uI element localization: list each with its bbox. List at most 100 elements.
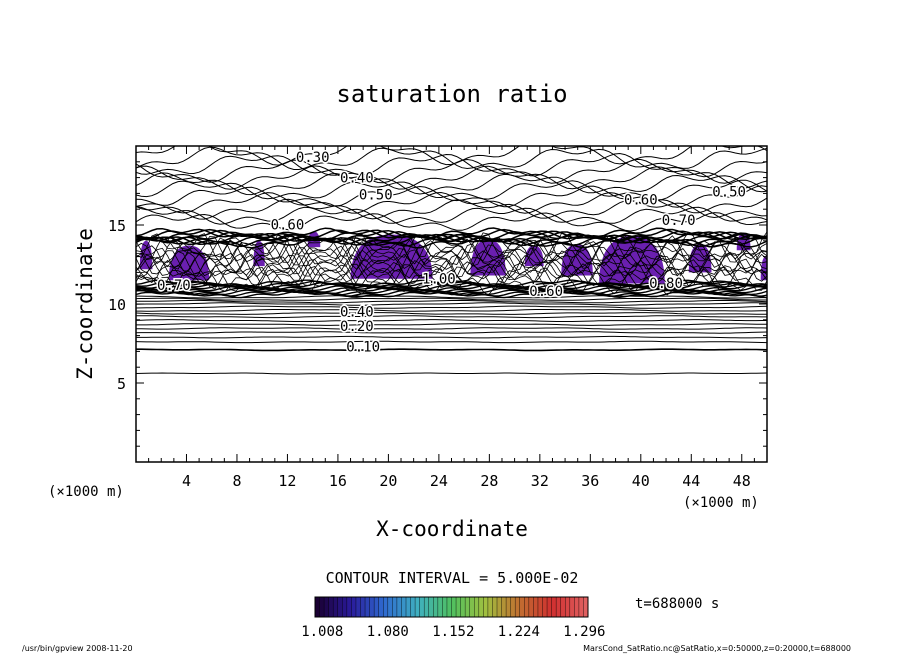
colorbar-cell	[342, 597, 348, 617]
contour-label: 0.60	[624, 192, 658, 208]
x-axis-label: X-coordinate	[376, 517, 528, 541]
contour-line	[136, 302, 767, 306]
colorbar-cell	[369, 597, 375, 617]
x-tick-label: 44	[682, 472, 700, 490]
colorbar-cell	[510, 597, 516, 617]
contour-line	[136, 236, 767, 265]
contour-line	[136, 146, 767, 166]
colorbar-cell	[392, 597, 398, 617]
colorbar-cell	[396, 597, 402, 617]
colorbar-cell	[533, 597, 539, 617]
x-axis-ticks: 4 8 12 16 20 24 28 32 36 40 44 48	[148, 146, 755, 490]
colorbar-cell	[328, 597, 334, 617]
y-axis-label: Z-coordinate	[73, 228, 97, 380]
colorbar-cell	[401, 597, 407, 617]
colorbar-cell	[574, 597, 580, 617]
colorbar-cell	[415, 597, 421, 617]
contour-label: 0.50	[712, 185, 746, 201]
x-tick-label: 8	[232, 472, 241, 490]
contour-line	[136, 251, 767, 279]
colorbar-cell	[365, 597, 371, 617]
colorbar-cell	[578, 597, 584, 617]
y-tick-label: 5	[117, 375, 126, 393]
contour-label: 0.40	[340, 170, 374, 186]
colorbar-cell	[524, 597, 530, 617]
contour-label: 0.60	[271, 218, 305, 234]
contour-line	[136, 231, 767, 259]
contour-line	[136, 315, 767, 319]
contour-line	[136, 256, 767, 285]
contour-line	[136, 319, 767, 322]
colorbar-cell	[319, 597, 325, 617]
colorbar-cell	[406, 597, 412, 617]
contour-label: 0.30	[296, 150, 330, 166]
contour-line	[136, 227, 767, 240]
contour-line	[136, 212, 767, 232]
x-tick-label: 12	[278, 472, 296, 490]
contour-line	[136, 191, 767, 214]
colorbar-cell	[497, 597, 503, 617]
colorbar-cell	[542, 597, 548, 617]
chart-title: saturation ratio	[336, 80, 567, 108]
contour-line	[136, 348, 767, 352]
contour-line	[136, 309, 767, 312]
footer-right: MarsCond_SatRatio.nc@SatRatio,x=0:50000,…	[583, 644, 851, 653]
contour-line	[136, 290, 767, 299]
colorbar-tick-label: 1.152	[432, 624, 474, 640]
contour-label: 0.80	[649, 276, 683, 292]
colorbar-cell	[424, 597, 430, 617]
contour-line	[136, 372, 767, 375]
x-tick-label: 4	[182, 472, 191, 490]
contour-line	[136, 305, 767, 309]
colorbar-cell	[469, 597, 475, 617]
x-tick-label: 24	[430, 472, 448, 490]
contour-line	[136, 335, 767, 339]
colorbar-cell	[515, 597, 521, 617]
time-label: t=688000 s	[635, 596, 719, 612]
colorbar-cell	[506, 597, 512, 617]
colorbar-cell	[487, 597, 493, 617]
colorbar	[314, 596, 589, 618]
contour-label: 0.40	[340, 305, 374, 321]
colorbar-cell	[315, 597, 321, 617]
colorbar-cell	[360, 597, 366, 617]
contour-line	[136, 242, 767, 270]
contour-line	[136, 297, 767, 301]
y-tick-label: 10	[108, 296, 126, 314]
footer-left: /usr/bin/gpview 2008-11-20	[22, 644, 133, 653]
colorbar-cell	[451, 597, 457, 617]
colorbar-cell	[501, 597, 507, 617]
colorbar-cell	[383, 597, 389, 617]
colorbar-cell	[419, 597, 425, 617]
x-tick-label: 48	[733, 472, 751, 490]
colorbar-cell	[569, 597, 575, 617]
contour-line	[136, 172, 767, 196]
colorbar-cell	[442, 597, 448, 617]
contour-interval: CONTOUR INTERVAL = 5.000E-02	[326, 569, 579, 587]
colorbar-cell	[565, 597, 571, 617]
colorbar-cell	[333, 597, 339, 617]
contour-line	[136, 165, 767, 190]
x-unit-left: (×1000 m)	[48, 484, 124, 500]
contour-label: 0.50	[359, 188, 393, 204]
y-axis-ticks: 5 10 15	[108, 161, 767, 447]
colorbar-cell	[460, 597, 466, 617]
x-tick-label: 28	[480, 472, 498, 490]
contour-label: 0.20	[340, 319, 374, 335]
colorbar-cell	[346, 597, 352, 617]
colorbar-cell	[324, 597, 330, 617]
contour-line	[136, 267, 767, 296]
contour-labels: 0.300.400.50 0.60 0.500.700.600.70 1.000.60…	[156, 148, 748, 357]
contour-line	[136, 185, 767, 208]
contour-line	[136, 299, 767, 304]
contour-label: 0.70	[157, 278, 191, 294]
contour-line	[136, 279, 767, 288]
colorbar-tick-label: 1.008	[301, 624, 343, 640]
colorbar-tick-label: 1.296	[563, 624, 605, 640]
plot-area: 0.300.400.50 0.60 0.500.700.600.70 1.000.60…	[108, 145, 768, 490]
x-unit-right: (×1000 m)	[683, 495, 759, 511]
colorbar-cell	[437, 597, 443, 617]
colorbar-cell	[483, 597, 489, 617]
colorbar-cell	[537, 597, 543, 617]
